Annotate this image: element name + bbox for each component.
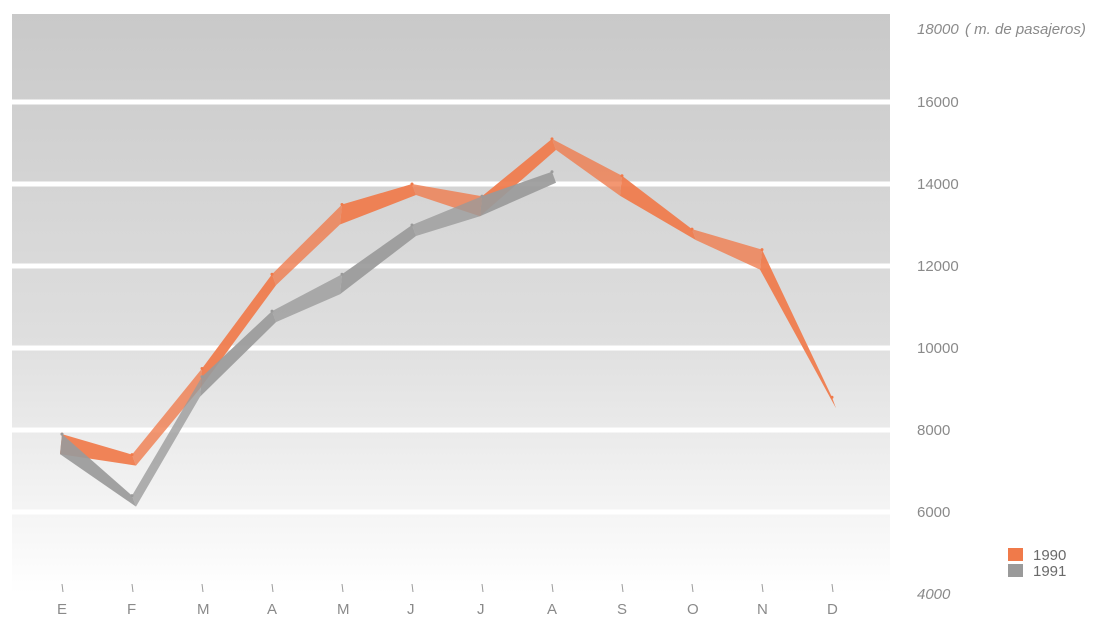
data-point xyxy=(550,170,554,174)
y-tick-label: 4000 xyxy=(917,586,951,603)
series-segment xyxy=(200,311,276,397)
x-tick-mark xyxy=(131,583,134,593)
y-tick-label: 8000 xyxy=(917,422,950,439)
x-tick-mark xyxy=(271,583,274,593)
series-segment xyxy=(552,138,622,196)
data-point xyxy=(200,375,204,379)
x-tick-label: M xyxy=(337,601,350,617)
plot-background xyxy=(12,14,890,594)
series-segment xyxy=(272,204,342,286)
data-point xyxy=(60,432,64,436)
series-segment xyxy=(620,175,696,241)
x-tick-label: M xyxy=(197,601,210,617)
legend-label: 1990 xyxy=(1033,547,1066,564)
x-tick-label: F xyxy=(127,601,136,617)
data-point xyxy=(130,494,134,498)
data-point xyxy=(270,309,274,313)
x-tick-label: D xyxy=(827,601,838,617)
series-segment xyxy=(340,225,416,295)
x-tick-mark xyxy=(201,583,204,593)
legend-label: 1991 xyxy=(1033,563,1066,580)
x-tick-mark xyxy=(411,583,414,593)
data-point xyxy=(410,223,414,227)
series-1990 xyxy=(60,137,836,466)
series-segment xyxy=(60,434,136,507)
series-segment xyxy=(340,184,416,225)
y-tick-label: 12000 xyxy=(917,258,959,275)
x-tick-mark xyxy=(831,583,834,593)
y-tick-label: 18000 xyxy=(917,21,959,38)
gridlines xyxy=(12,99,890,515)
x-tick-label: A xyxy=(547,601,557,617)
series-segment xyxy=(132,376,202,507)
x-tick-label: S xyxy=(617,601,627,617)
series-segment xyxy=(480,171,556,217)
data-point xyxy=(690,227,694,231)
series-layer xyxy=(60,137,836,507)
x-tick-label: J xyxy=(477,601,485,617)
x-tick-label: A xyxy=(267,601,277,617)
data-point xyxy=(550,137,554,141)
data-point xyxy=(340,203,344,206)
y-tick-label: 6000 xyxy=(917,504,950,521)
data-point xyxy=(130,453,134,457)
series-segment xyxy=(692,229,762,270)
data-point xyxy=(480,194,484,198)
data-point xyxy=(410,182,414,186)
x-tick-mark xyxy=(341,583,344,593)
x-tick-label: E xyxy=(57,601,67,617)
x-tick-label: O xyxy=(687,601,699,617)
x-tick-label: N xyxy=(757,601,768,617)
data-point xyxy=(760,248,764,252)
data-point xyxy=(270,272,274,276)
y-axis: ( m. de pasajeros) 18000 16000 14000 12000 1… xyxy=(917,21,1086,603)
x-tick-mark xyxy=(61,583,64,593)
series-segment xyxy=(412,196,482,236)
series-segment xyxy=(760,249,836,409)
y-tick-label: 14000 xyxy=(917,176,959,193)
data-point xyxy=(620,174,624,178)
series-segment xyxy=(60,434,136,466)
y-unit-label: ( m. de pasajeros) xyxy=(965,21,1086,38)
data-point xyxy=(340,272,344,276)
series-1991 xyxy=(60,170,556,507)
series-segment xyxy=(132,368,202,466)
x-tick-mark xyxy=(761,583,764,593)
x-tick-mark xyxy=(621,583,624,593)
data-point xyxy=(830,395,834,399)
legend-swatch xyxy=(1008,548,1023,561)
y-tick-label: 16000 xyxy=(917,94,959,111)
x-tick-mark xyxy=(691,583,694,593)
y-tick-label: 10000 xyxy=(917,340,959,357)
series-segment xyxy=(272,274,342,323)
legend-swatch xyxy=(1008,564,1023,577)
x-tick-mark xyxy=(551,583,554,593)
data-point xyxy=(200,367,204,370)
x-tick-mark xyxy=(481,583,484,593)
series-segment xyxy=(200,274,276,389)
x-tick-label: J xyxy=(407,601,415,617)
